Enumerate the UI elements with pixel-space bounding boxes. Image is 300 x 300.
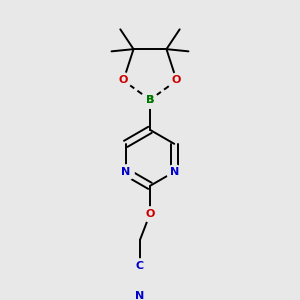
Text: N: N bbox=[121, 167, 130, 177]
Text: B: B bbox=[146, 95, 154, 105]
Text: C: C bbox=[136, 261, 144, 271]
Text: O: O bbox=[172, 76, 181, 85]
Text: B: B bbox=[146, 95, 154, 105]
Text: O: O bbox=[119, 76, 128, 85]
Text: O: O bbox=[145, 209, 155, 219]
Text: N: N bbox=[135, 291, 145, 300]
Text: N: N bbox=[169, 167, 179, 177]
